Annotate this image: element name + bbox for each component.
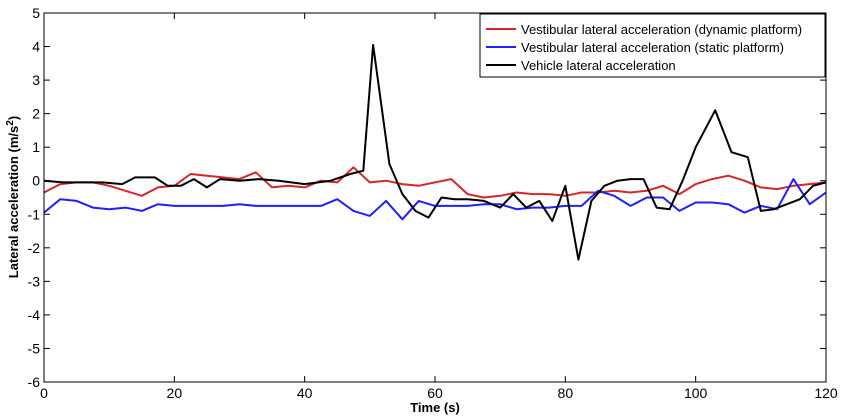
legend: Vestibular lateral acceleration (dynamic…	[479, 13, 826, 78]
legend-label-static: Vestibular lateral acceleration (static …	[521, 40, 784, 55]
ticks-layer: 0 20 40 60 80 100 120 -6 -5 -4 -3 -2 -1 0 1 2 3 4 5	[28, 5, 838, 401]
legend-label-vehicle: Vehicle lateral acceleration	[521, 58, 676, 73]
y-tick-label: -3	[28, 273, 41, 289]
y-tick-label: -1	[28, 206, 41, 222]
legend-box	[479, 13, 826, 78]
y-tick-label: 4	[32, 39, 40, 55]
x-tick-label: 100	[684, 385, 708, 401]
y-axis-title: Lateral acceleration (m/s2)	[5, 116, 21, 278]
x-axis-title: Time (s)	[410, 400, 460, 415]
x-tick-label: 60	[427, 385, 443, 401]
y-tick-label: 3	[32, 72, 40, 88]
y-axis-title-tail: )	[6, 116, 21, 120]
series-layer	[43, 43, 827, 261]
legend-label-dynamic: Vestibular lateral acceleration (dynamic…	[521, 22, 802, 37]
y-tick-label: 1	[32, 139, 40, 155]
y-tick-label: 5	[32, 5, 40, 21]
y-tick-label: -5	[28, 340, 41, 356]
x-tick-label: 40	[297, 385, 313, 401]
x-tick-label: 120	[814, 385, 838, 401]
y-tick-label: -6	[28, 374, 41, 390]
y-axis-title-main: Lateral acceleration (m/s	[6, 126, 21, 278]
x-tick-label: 80	[558, 385, 574, 401]
y-tick-label: -4	[28, 307, 41, 323]
y-axis-title-superscript: 2	[5, 120, 16, 126]
x-tick-label: 0	[40, 385, 48, 401]
series-line-vehicle	[43, 43, 827, 261]
y-tick-label: -2	[28, 240, 41, 256]
x-tick-label: 20	[167, 385, 183, 401]
y-tick-label: 0	[32, 173, 40, 189]
y-tick-label: 2	[32, 106, 40, 122]
